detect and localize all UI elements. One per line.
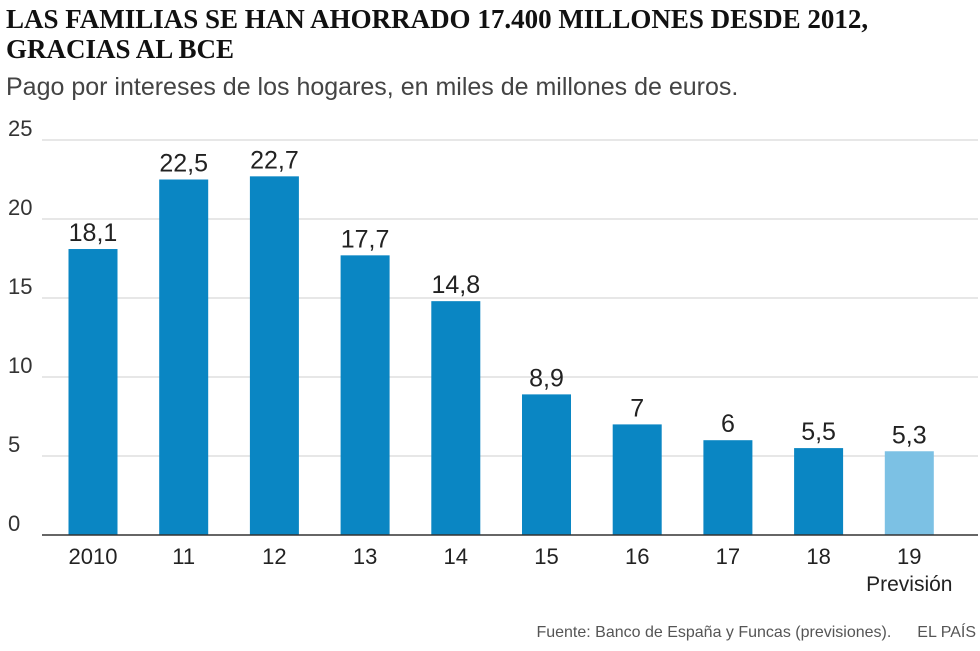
value-label: 22,5 (159, 150, 208, 178)
chart-subtitle: Pago por intereses de los hogares, en mi… (6, 73, 739, 101)
y-tick-label: 20 (8, 195, 32, 220)
bar-2010 (68, 249, 118, 535)
y-tick-label: 0 (8, 511, 20, 536)
x-tick-label: 12 (262, 544, 286, 569)
forecast-label: Previsión (866, 573, 952, 596)
x-tick-label: 11 (172, 544, 195, 569)
bar-15 (522, 394, 571, 535)
bar-13 (340, 255, 390, 535)
x-tick-label: 15 (534, 544, 558, 569)
y-tick-label: 10 (8, 353, 32, 378)
x-tick-label: 17 (716, 544, 740, 569)
value-label: 5,3 (892, 421, 927, 449)
x-tick-label: 19 (897, 544, 921, 569)
brand-label: EL PAÍS (917, 624, 976, 641)
y-tick-label: 15 (8, 274, 32, 299)
x-tick-label: 18 (806, 544, 830, 569)
bar-14 (431, 301, 481, 535)
x-tick-label: 14 (444, 544, 468, 569)
chart-footer: Fuente: Banco de España y Funcas (previs… (536, 624, 976, 642)
chart-title: LAS FAMILIAS SE HAN AHORRADO 17.400 MILL… (6, 4, 869, 64)
value-label: 17,7 (341, 225, 390, 253)
bar-16 (612, 424, 662, 535)
source-note: Fuente: Banco de España y Funcas (previs… (536, 624, 892, 641)
value-label: 5,5 (801, 418, 836, 446)
x-tick-label: 2010 (69, 544, 118, 569)
y-tick-label: 25 (8, 116, 32, 141)
bar-12 (249, 176, 299, 535)
value-label: 8,9 (529, 364, 564, 392)
x-tick-label: 13 (353, 544, 377, 569)
value-label: 18,1 (69, 219, 118, 247)
value-label: 14,8 (431, 271, 480, 299)
bar-18 (794, 448, 844, 535)
y-tick-label: 5 (8, 432, 20, 457)
value-label: 22,7 (250, 146, 299, 174)
bar-17 (703, 440, 753, 535)
bar-chart: 0 5 10 15 20 25 18,1 2010 22,5 11 22,7 12 17,7 13 14,… (8, 116, 978, 596)
x-tick-label: 16 (625, 544, 649, 569)
bar-19 (884, 451, 934, 535)
value-label: 6 (721, 410, 735, 438)
value-label: 7 (630, 394, 644, 422)
bar-11 (159, 179, 209, 535)
